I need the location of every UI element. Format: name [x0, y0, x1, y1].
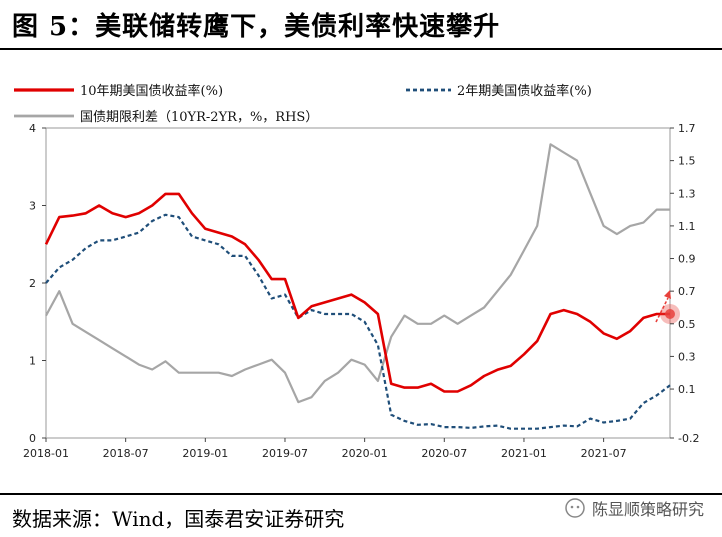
right-tick-label: 0.7: [678, 285, 696, 298]
x-tick-label: 2020-07: [421, 447, 467, 460]
x-tick-label: 2019-01: [182, 447, 228, 460]
right-tick-label: 0.9: [678, 253, 696, 266]
right-tick-label: 1.7: [678, 122, 696, 135]
right-tick-label: 1.3: [678, 187, 696, 200]
series-us2y-line: [45, 213, 671, 430]
plot-frame: [45, 127, 671, 439]
axes: 0 1 2 3 4 -0.2 0.1 0.3 0.5 0.7 0.9 1.1 1.3 1.5 1.7 2018…: [23, 122, 699, 460]
left-tick-label: 3: [29, 200, 36, 213]
x-tick-label: 2018-01: [23, 447, 69, 460]
arrow-head-icon: [664, 290, 671, 299]
left-tick-label: 1: [29, 355, 36, 368]
right-tick-label: 1.5: [678, 155, 696, 168]
wechat-icon: [565, 498, 585, 518]
legend-label: 国债期限利差（10YR-2YR，%，RHS）: [80, 110, 318, 125]
left-tick-label: 0: [29, 432, 36, 445]
yield-chart: 10年期美国债收益率(%) 2年期美国债收益率(%) 国债期限利差（10YR-2YR…: [14, 83, 699, 460]
title-rule: [0, 48, 722, 50]
right-tick-label: 0.1: [678, 383, 696, 396]
x-tick-label: 2020-01: [342, 447, 388, 460]
up-arrow-icon: [655, 297, 669, 323]
plot-area: [44, 127, 680, 439]
left-tick-label: 4: [29, 122, 36, 135]
x-tick-label: 2019-07: [262, 447, 308, 460]
source-rule: [0, 493, 722, 495]
x-tick-label: 2018-07: [103, 447, 149, 460]
page-title: 图 5：美联储转鹰下，美债利率快速攀升: [12, 12, 501, 42]
legend-label: 10年期美国债收益率(%): [80, 83, 223, 99]
highlight-dot: [665, 309, 675, 319]
legend: 10年期美国债收益率(%) 2年期美国债收益率(%) 国债期限利差（10YR-2YR…: [14, 83, 592, 125]
watermark-text: 陈显顺策略研究: [591, 500, 704, 519]
x-tick-label: 2021-07: [581, 447, 627, 460]
x-tick-label: 2021-01: [501, 447, 547, 460]
series-us10y-line: [44, 192, 670, 393]
legend-label: 2年期美国债收益率(%): [457, 83, 592, 99]
right-tick-label: 0.3: [678, 350, 696, 363]
right-tick-label: -0.2: [678, 432, 699, 445]
right-tick-label: 0.5: [678, 318, 696, 331]
source-note: 数据来源：Wind，国泰君安证券研究: [12, 507, 345, 531]
series-spread-line: [45, 143, 670, 404]
left-tick-label: 2: [29, 277, 36, 290]
right-tick-label: 1.1: [678, 220, 696, 233]
watermark: 陈显顺策略研究: [564, 496, 704, 520]
